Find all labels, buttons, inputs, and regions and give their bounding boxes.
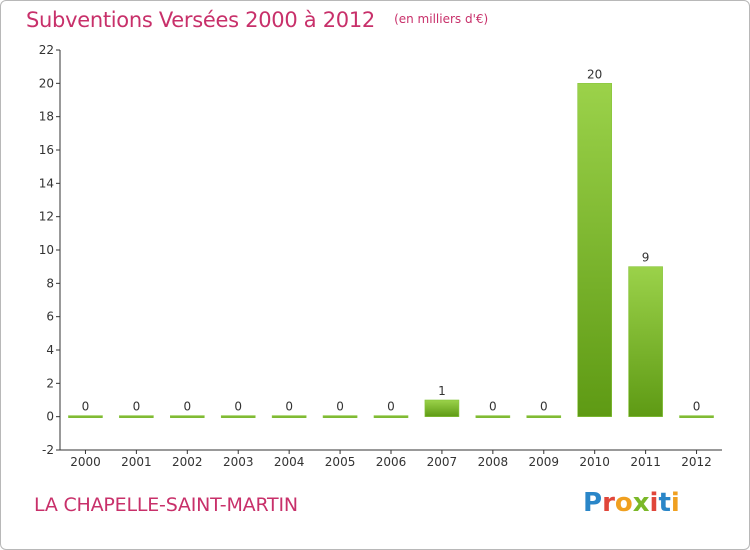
logo-letter: i (670, 488, 680, 518)
data-label: 0 (183, 400, 191, 414)
y-tick-label: 2 (46, 376, 54, 390)
data-label: 1 (438, 384, 446, 398)
bar (322, 415, 358, 418)
y-tick-label: 22 (39, 43, 54, 57)
logo-letter: o (614, 488, 633, 518)
bar (119, 415, 154, 418)
bar (577, 83, 612, 417)
bar (170, 415, 205, 418)
data-label: 0 (133, 400, 141, 414)
bar (628, 266, 663, 417)
data-label: 0 (336, 400, 344, 414)
x-tick-label: 2003 (223, 455, 254, 469)
data-label: 0 (387, 400, 395, 414)
x-tick-label: 2000 (70, 455, 101, 469)
bar (373, 415, 409, 418)
data-label: 0 (82, 400, 90, 414)
chart-header: Subventions Versées 2000 à 2012 (en mill… (26, 8, 488, 32)
y-tick-label: 20 (39, 76, 54, 90)
x-tick-label: 2009 (528, 455, 559, 469)
bar (220, 415, 256, 418)
y-tick-label: 6 (46, 310, 54, 324)
bar (271, 415, 307, 418)
x-tick-label: 2006 (376, 455, 407, 469)
logo-letter: r (602, 488, 615, 518)
y-tick-label: 16 (39, 143, 54, 157)
x-tick-label: 2007 (427, 455, 458, 469)
bar (475, 415, 511, 418)
y-tick-label: 14 (39, 176, 54, 190)
data-label: 0 (234, 400, 242, 414)
commune-name: LA CHAPELLE-SAINT-MARTIN (34, 494, 298, 516)
data-label: 9 (642, 251, 650, 265)
bar (68, 415, 103, 418)
data-label: 20 (587, 67, 602, 81)
x-tick-label: 2011 (630, 455, 661, 469)
x-tick-label: 2012 (681, 455, 712, 469)
bar (526, 415, 562, 418)
y-tick-label: 8 (46, 276, 54, 290)
y-tick-label: -2 (42, 443, 54, 457)
x-tick-label: 2008 (478, 455, 509, 469)
data-label: 0 (489, 400, 497, 414)
x-tick-label: 2005 (325, 455, 356, 469)
y-tick-label: 0 (46, 410, 54, 424)
proxiti-logo: Proxiti (583, 488, 680, 518)
y-tick-label: 10 (39, 243, 54, 257)
x-tick-label: 2010 (579, 455, 610, 469)
logo-letter: P (583, 488, 603, 518)
y-tick-label: 12 (39, 210, 54, 224)
data-label: 0 (540, 400, 548, 414)
y-tick-label: 4 (46, 343, 54, 357)
x-tick-label: 2004 (274, 455, 305, 469)
x-tick-label: 2001 (121, 455, 152, 469)
data-label: 0 (285, 400, 293, 414)
data-label: 0 (693, 400, 701, 414)
bar (679, 415, 714, 418)
x-tick-label: 2002 (172, 455, 203, 469)
logo-letter: t (658, 488, 671, 518)
logo-letter: x (632, 488, 650, 518)
y-tick-label: 18 (39, 110, 54, 124)
chart-subtitle: (en milliers d'€) (394, 12, 489, 26)
logo-letter: i (649, 488, 659, 518)
bar (424, 399, 460, 417)
chart-title: Subventions Versées 2000 à 2012 (26, 8, 375, 32)
